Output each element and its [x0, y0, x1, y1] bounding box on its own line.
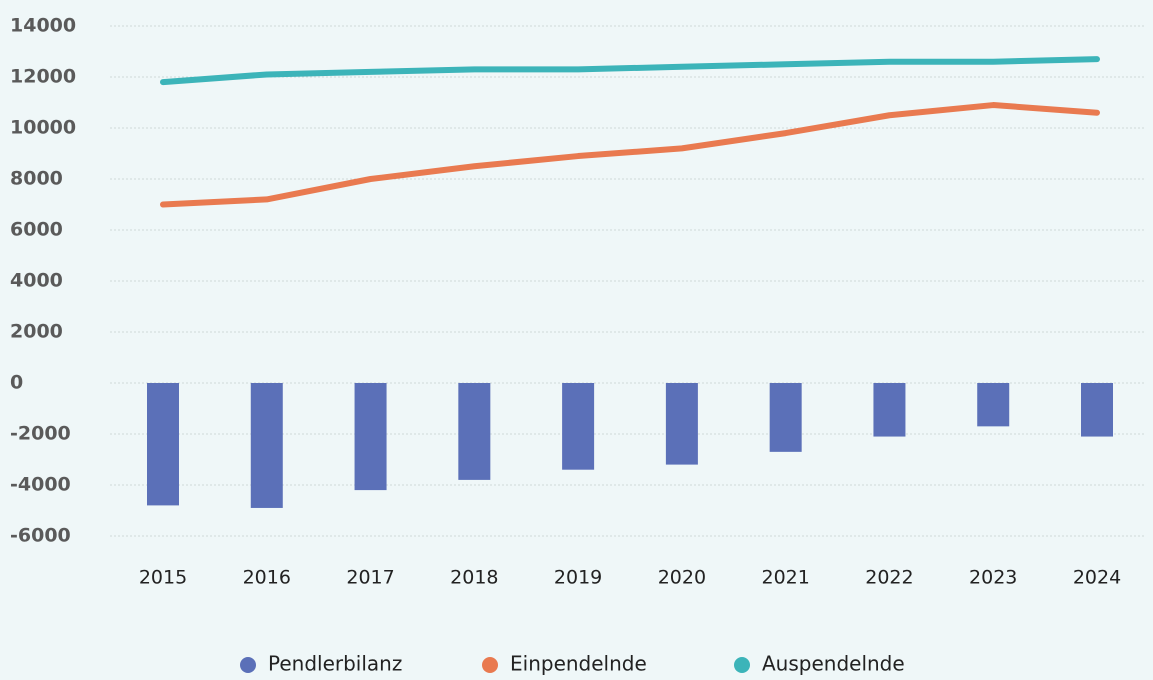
y-tick-label: -4000: [10, 474, 71, 496]
bar: [873, 383, 906, 437]
line: [160, 102, 1100, 208]
x-tick-label: 2018: [450, 567, 498, 589]
y-tick-label: 12000: [10, 66, 76, 88]
y-tick-label: -2000: [10, 423, 71, 445]
bar: [458, 383, 491, 480]
legend-label: Auspendelnde: [762, 652, 905, 676]
bar: [769, 383, 802, 452]
bar: [562, 383, 595, 470]
bar: [665, 383, 698, 465]
x-tick-label: 2020: [658, 567, 706, 589]
legend-label: Einpendelnde: [510, 652, 647, 676]
x-tick-label: 2015: [139, 567, 187, 589]
legend-marker: [734, 657, 750, 673]
y-tick-label: 2000: [10, 321, 63, 343]
x-tick-label: 2024: [1073, 567, 1121, 589]
bar: [250, 383, 283, 508]
bar: [147, 383, 179, 506]
x-tick-label: 2022: [865, 567, 913, 589]
y-tick-label: 10000: [10, 117, 76, 139]
legend-label: Pendlerbilanz: [268, 652, 402, 676]
x-tick-label: 2023: [969, 567, 1017, 589]
y-tick-label: 4000: [10, 270, 63, 292]
legend-marker: [240, 657, 256, 673]
bar: [354, 383, 387, 491]
line: [160, 56, 1100, 86]
y-tick-label: -6000: [10, 525, 71, 547]
x-tick-label: 2019: [554, 567, 602, 589]
y-tick-label: 0: [10, 372, 23, 394]
bar: [1081, 383, 1113, 437]
y-tick-label: 6000: [10, 219, 63, 241]
legend-marker: [482, 657, 498, 673]
bar: [977, 383, 1010, 427]
x-tick-label: 2017: [346, 567, 394, 589]
x-tick-label: 2021: [761, 567, 809, 589]
x-tick-label: 2016: [243, 567, 291, 589]
y-tick-label: 14000: [10, 15, 76, 37]
y-tick-label: 8000: [10, 168, 63, 190]
